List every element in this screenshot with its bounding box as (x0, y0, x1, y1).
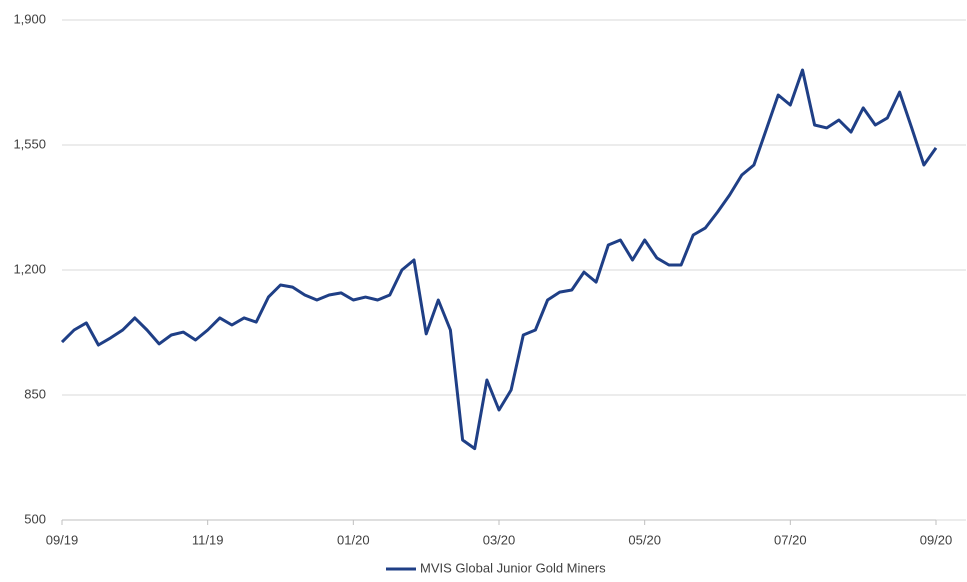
y-tick-label: 1,900 (13, 11, 46, 26)
line (60, 68, 938, 451)
y-tick-label: 500 (24, 511, 46, 526)
x-tick-label: 01/20 (337, 532, 370, 547)
x-tick-label: 11/19 (192, 532, 224, 547)
x-tick-label: 09/20 (920, 532, 953, 547)
y-tick-label: 850 (24, 386, 46, 401)
x-tick-label: 09/19 (46, 532, 79, 547)
x-tick-label: 05/20 (628, 532, 661, 547)
legend-label: MVIS Global Junior Gold Miners (420, 560, 606, 575)
y-tick-label: 1,550 (13, 136, 46, 151)
x-tick-label: 07/20 (774, 532, 807, 547)
y-tick-label: 1,200 (13, 261, 46, 276)
x-tick-label: 03/20 (483, 532, 516, 547)
